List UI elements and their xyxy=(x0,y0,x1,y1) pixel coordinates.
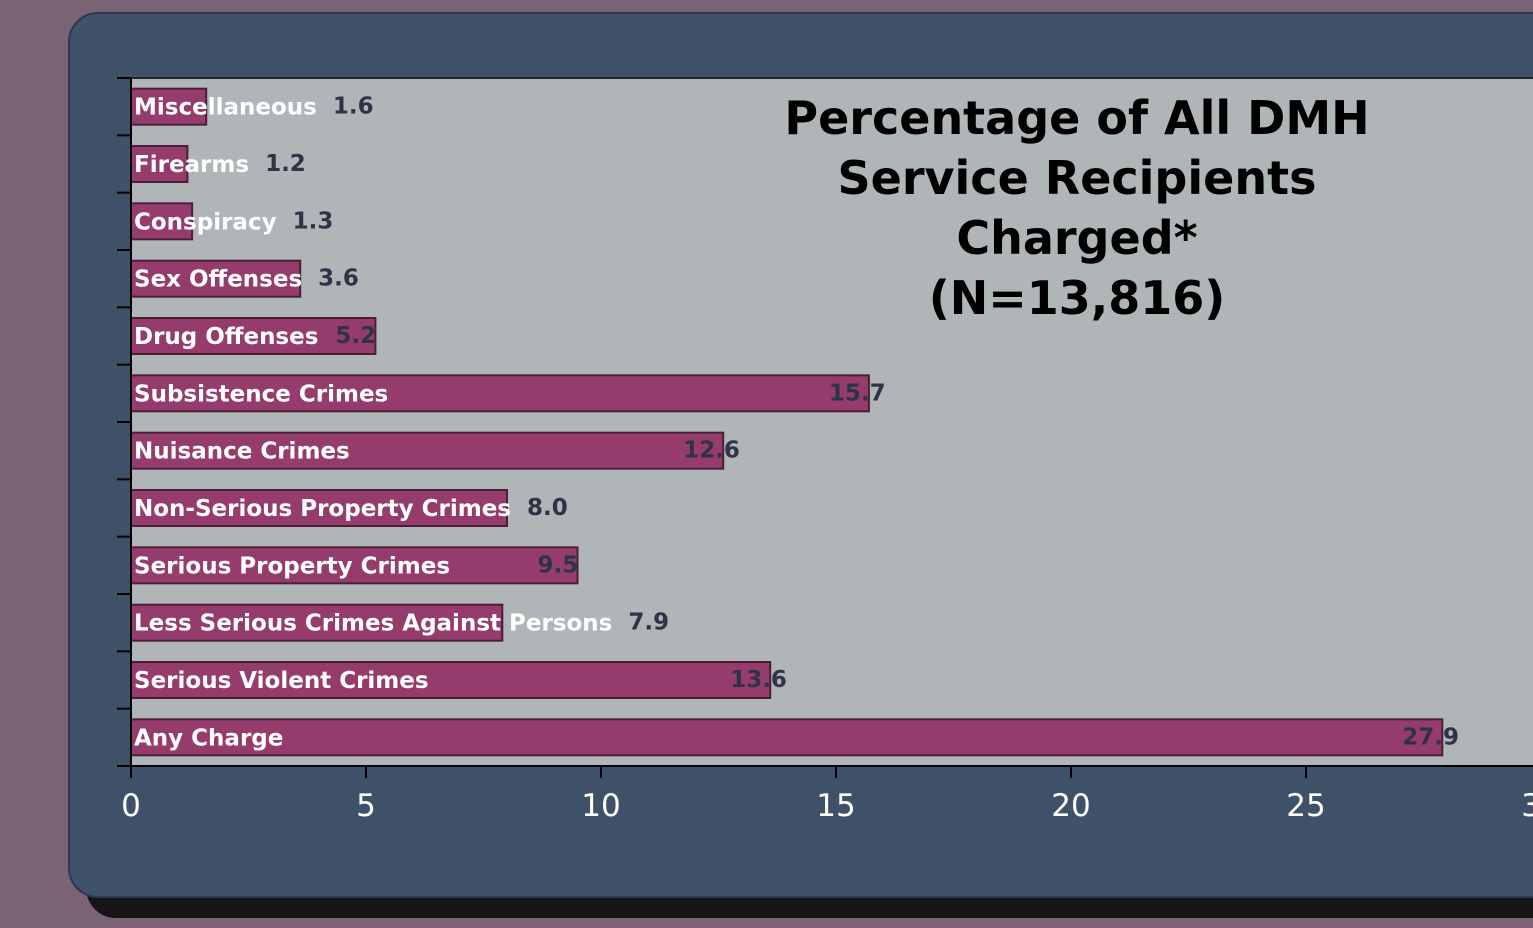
category-label-7: Non-Serious Property Crimes xyxy=(134,496,511,522)
value-label-1: 1.2 xyxy=(265,151,306,177)
x-tick-label-0: 0 xyxy=(121,788,141,824)
bar-9 xyxy=(130,603,504,642)
labels-layer: Miscellaneous 1.6 Firearms 1.2 Conspiracy 1.3… xyxy=(134,94,1459,752)
bar-8 xyxy=(130,546,579,585)
value-label-9: 7.9 xyxy=(628,610,669,636)
category-label-6: Nuisance Crimes xyxy=(134,439,350,465)
chart-title-line-4: (N=13,816) xyxy=(928,271,1226,325)
x-tick-label-1: 5 xyxy=(356,788,376,824)
category-label-4: Drug Offenses xyxy=(134,324,318,350)
chart-title-line-3: Charged* xyxy=(956,211,1198,265)
bar-11 xyxy=(130,718,1444,757)
category-label-9: Less Serious Crimes Against Persons xyxy=(134,611,612,637)
bar-0 xyxy=(130,87,208,126)
value-label-11: 27.9 xyxy=(1402,724,1459,750)
value-label-2: 1.3 xyxy=(293,208,334,234)
x-tick-label-6: 30 xyxy=(1521,788,1533,824)
bar-6 xyxy=(130,431,725,470)
category-label-1: Firearms xyxy=(134,152,249,178)
category-label-2: Conspiracy xyxy=(134,209,277,235)
value-label-8: 9.5 xyxy=(538,552,579,578)
category-label-10: Serious Violent Crimes xyxy=(134,668,429,694)
x-tick-label-5: 25 xyxy=(1286,788,1325,824)
bars-layer xyxy=(130,87,1444,757)
axis-layer: 0 5 10 15 20 25 30 xyxy=(117,77,1533,824)
value-label-3: 3.6 xyxy=(318,266,359,292)
chart-title-line-1: Percentage of All DMH xyxy=(784,91,1370,145)
category-label-0: Miscellaneous xyxy=(134,95,317,121)
plot-area xyxy=(130,77,1533,767)
x-tick-label-3: 15 xyxy=(816,788,855,824)
category-label-3: Sex Offenses xyxy=(134,267,302,293)
bar-5 xyxy=(130,374,870,413)
x-tick-label-4: 20 xyxy=(1051,788,1090,824)
category-label-11: Any Charge xyxy=(134,725,283,751)
chart-title: Percentage of All DMH Service Recipients… xyxy=(760,88,1394,328)
bar-4 xyxy=(130,317,377,355)
value-label-7: 8.0 xyxy=(527,495,568,521)
value-label-5: 15.7 xyxy=(829,380,886,406)
value-label-10: 13.6 xyxy=(730,667,787,693)
value-label-6: 12.6 xyxy=(683,438,740,464)
category-label-5: Subsistence Crimes xyxy=(134,381,388,407)
chart-title-line-2: Service Recipients xyxy=(837,151,1317,205)
category-label-8: Serious Property Crimes xyxy=(134,553,450,579)
x-tick-label-2: 10 xyxy=(581,788,620,824)
bar-3 xyxy=(130,259,302,298)
value-label-4: 5.2 xyxy=(335,323,376,349)
value-label-0: 1.6 xyxy=(333,94,374,120)
bar-1 xyxy=(130,145,189,183)
